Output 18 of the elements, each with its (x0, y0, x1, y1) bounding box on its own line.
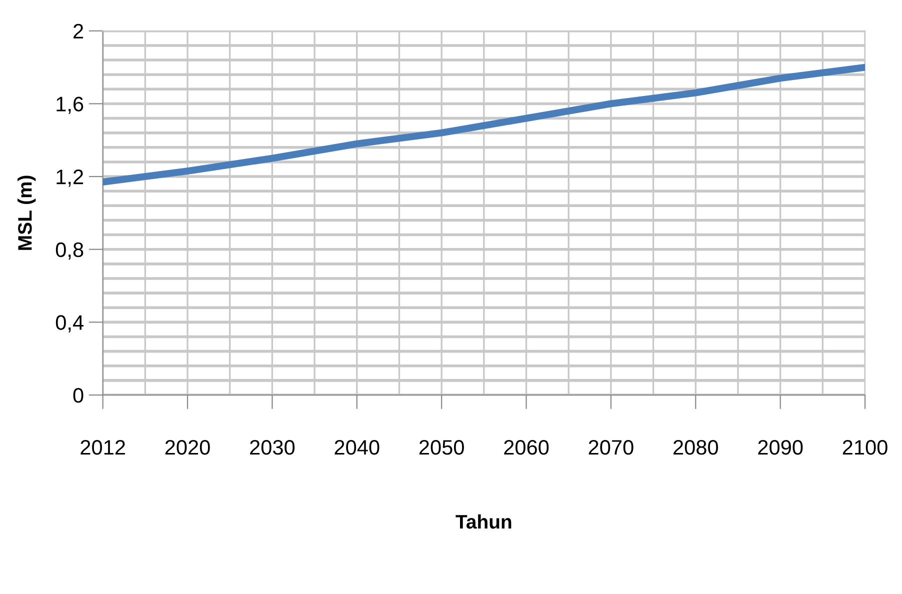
x-tick-label: 2060 (504, 440, 549, 455)
x-tick-label: 2030 (250, 440, 295, 455)
y-tick-label: 1,6 (56, 96, 84, 114)
x-tick-label: 2012 (80, 440, 125, 455)
x-tick-label: 2040 (334, 440, 380, 455)
y-tick-label: 1,2 (56, 170, 84, 187)
x-tick-label: 2100 (842, 440, 888, 455)
y-tick-label: 0 (73, 388, 84, 403)
y-axis-title: MSL (m) (18, 176, 36, 250)
x-tick-label: 2080 (674, 440, 718, 455)
x-axis-title: Tahun (456, 514, 512, 529)
y-tick-label: 0,4 (56, 315, 84, 332)
x-tick-label: 2070 (588, 440, 634, 455)
y-tick-label: 0,8 (56, 242, 84, 260)
x-tick-label: 2090 (758, 440, 803, 455)
x-tick-label: 2020 (165, 440, 210, 455)
x-tick-label: 2050 (419, 440, 464, 455)
y-tick-label: 2 (74, 24, 84, 38)
